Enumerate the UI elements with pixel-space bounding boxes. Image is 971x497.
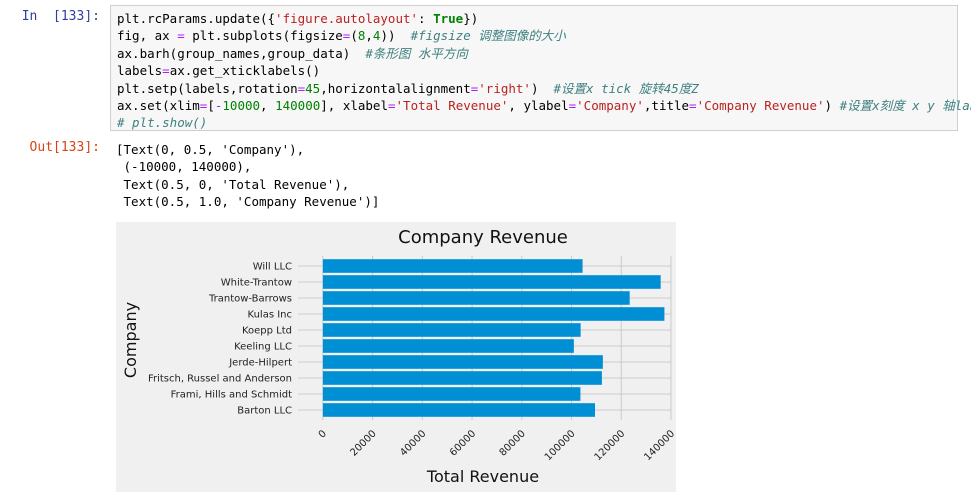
y-tick-label: Koepp Ltd (242, 326, 292, 337)
code-cell[interactable]: plt.rcParams.update({'figure.autolayout'… (110, 5, 971, 131)
code-line: plt.rcParams.update({'figure.autolayout'… (117, 10, 951, 27)
output-prompt: Out[133]: (29, 140, 100, 155)
code-line: # plt.show() (117, 114, 951, 131)
code-token: 'Total Revenue' (395, 98, 509, 114)
code-token: fig, ax (117, 28, 178, 44)
bar-barton-llc (322, 403, 596, 417)
code-token: = (470, 80, 479, 96)
y-tick-label: Keeling LLC (234, 342, 292, 353)
bar-fritsch-russel-and-anderson (322, 371, 602, 385)
code-token: 8 (357, 28, 366, 44)
code-token: , (365, 28, 373, 44)
code-token: plt.rcParams.update({ (117, 11, 276, 26)
code-token: labels (117, 63, 163, 79)
code-token: [ (207, 98, 215, 114)
code-line: plt.setp(labels,rotation=45,horizontalal… (117, 80, 951, 97)
code-token: 45 (305, 80, 321, 96)
bar-frami-hills-and-schmidt (322, 387, 581, 401)
code-token: #figsize 调整图像的大小 (410, 28, 566, 44)
bar-trantow-barrows (322, 291, 630, 305)
code-token: 'right' (478, 80, 531, 96)
y-tick-label: White-Trantow (221, 278, 292, 289)
code-token: ax.set(xlim (117, 98, 200, 114)
output-line: Text(0.5, 1.0, 'Company Revenue')] (116, 194, 380, 210)
code-token: 'figure.autolayout' (275, 11, 419, 26)
code-token: 4 (372, 28, 381, 44)
y-tick-label: Kulas Inc (248, 310, 292, 321)
code-token: plt.subplots(figsize (184, 28, 343, 44)
code-line: ax.set(xlim=[-10000, 140000], xlabel='To… (117, 97, 971, 114)
code-token: 10000 (222, 98, 261, 114)
code-token: = (342, 28, 351, 44)
x-axis-label: Total Revenue (426, 467, 539, 486)
y-axis-label: Company (121, 302, 140, 378)
code-token: #设置x刻度 x y 轴label (839, 98, 971, 114)
code-token: # plt.show() (117, 115, 208, 131)
code-token: = (162, 63, 170, 79)
output-line: [Text(0, 0.5, 'Company'), (116, 142, 305, 157)
code-token: 140000 (275, 98, 321, 114)
y-tick-label: Trantow-Barrows (208, 294, 292, 305)
y-tick-label: Barton LLC (237, 406, 292, 417)
code-token: = (297, 80, 306, 96)
code-token: 'Company' (576, 98, 644, 114)
output-line: Text(0.5, 0, 'Total Revenue'), (116, 176, 350, 192)
input-prompt: In [133]: (21, 9, 100, 24)
code-token: ,title (643, 98, 690, 114)
code-token: = (387, 98, 396, 114)
code-token: ax.get_xticklabels() (169, 63, 321, 79)
y-tick-label: Fritsch, Russel and Anderson (148, 374, 292, 385)
code-token: , (260, 98, 276, 114)
code-token: ], xlabel (320, 98, 388, 114)
code-token: )) (380, 28, 411, 44)
code-token: #设置x tick 旋转45度Z (553, 80, 699, 96)
bar-kulas-inc (322, 307, 665, 321)
code-token: ,horizontalalignment (320, 80, 471, 96)
bar-keeling-llc (322, 339, 574, 353)
bar-will-llc (322, 259, 583, 273)
code-token: 'Company Revenue' (696, 98, 825, 114)
code-token: : (418, 11, 434, 26)
code-token: = (568, 98, 577, 114)
output-line: (-10000, 140000), (116, 159, 252, 175)
bar-chart: 0 20000 40000 60000 80000 100000 120000 140000B… (116, 222, 676, 492)
y-tick-label: Frami, Hills and Schmidt (171, 390, 292, 401)
bar-jerde-hilpert (322, 355, 603, 369)
cell-output: [Text(0, 0.5, 'Company'), (-10000, 14000… (116, 141, 379, 211)
code-token: plt.setp(labels,rotation (117, 80, 298, 96)
code-token: ( (350, 28, 358, 44)
code-token: , ylabel (508, 98, 569, 114)
code-token: - (214, 98, 223, 114)
code-token: #条形图 水平方向 (365, 45, 468, 61)
chart-title: Company Revenue (398, 227, 568, 248)
code-line: fig, ax = plt.subplots(figsize=(8,4)) #f… (117, 27, 951, 44)
bar-koepp-ltd (322, 323, 581, 337)
code-token: ) (824, 98, 840, 114)
code-token: = (689, 98, 697, 114)
code-line: labels=ax.get_xticklabels() (117, 62, 951, 79)
code-token: }) (463, 11, 479, 26)
code-token: ax.barh(group_names,group_data) (117, 45, 366, 61)
code-token: True (433, 11, 464, 26)
code-token: = (177, 28, 185, 44)
y-tick-label: Jerde-Hilpert (228, 358, 292, 369)
code-line: ax.barh(group_names,group_data) #条形图 水平方… (117, 45, 951, 62)
code-token: = (199, 98, 208, 114)
bar-white-trantow (322, 275, 661, 289)
code-token: ) (530, 80, 554, 96)
y-tick-label: Will LLC (253, 262, 292, 273)
